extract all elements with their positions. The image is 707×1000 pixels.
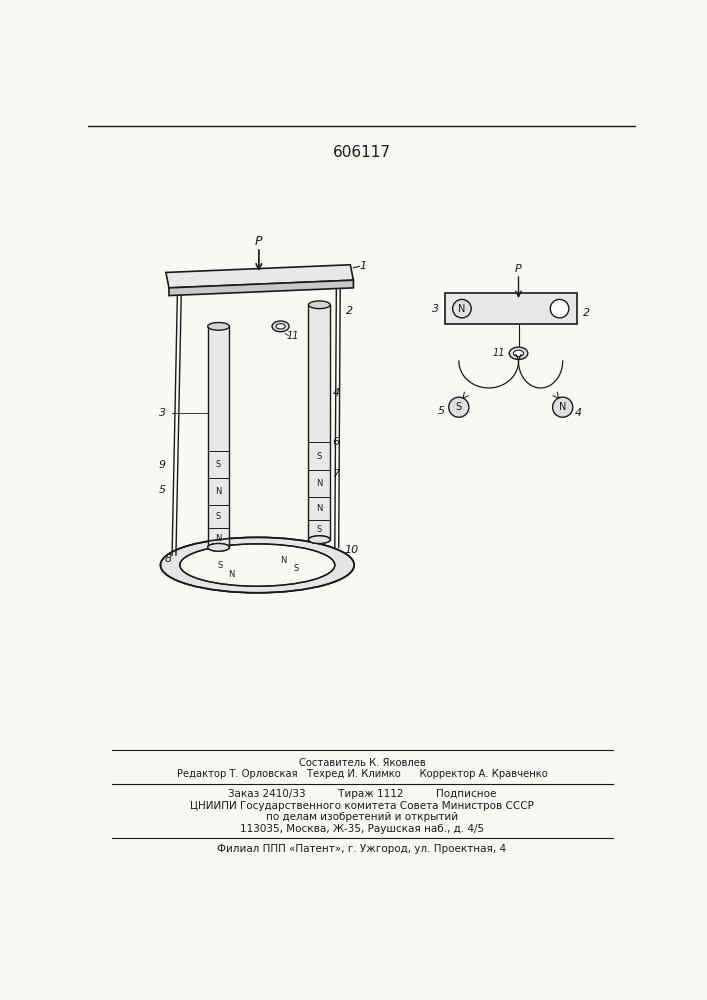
- Text: N: N: [228, 570, 235, 579]
- Text: Заказ 2410/33          Тираж 1112          Подписное: Заказ 2410/33 Тираж 1112 Подписное: [228, 789, 496, 799]
- Text: 4: 4: [575, 408, 582, 418]
- Ellipse shape: [509, 347, 528, 359]
- Text: по делам изобретений и открытий: по делам изобретений и открытий: [266, 812, 458, 822]
- Text: P: P: [515, 264, 522, 274]
- Text: ЦНИИПИ Государственного комитета Совета Министров СССР: ЦНИИПИ Государственного комитета Совета …: [190, 801, 534, 811]
- Polygon shape: [445, 293, 577, 324]
- Text: N: N: [458, 304, 466, 314]
- Text: S: S: [293, 564, 298, 573]
- Text: 6: 6: [332, 437, 339, 447]
- Ellipse shape: [308, 536, 330, 544]
- Text: 9: 9: [159, 460, 166, 470]
- Text: 8: 8: [165, 554, 172, 564]
- Text: 3: 3: [431, 304, 438, 314]
- Ellipse shape: [276, 324, 285, 329]
- Polygon shape: [166, 265, 354, 288]
- Text: 113035, Москва, Ж-35, Раушская наб., д. 4/5: 113035, Москва, Ж-35, Раушская наб., д. …: [240, 824, 484, 834]
- Text: S: S: [216, 512, 221, 521]
- Text: 7: 7: [332, 469, 339, 479]
- Text: 11: 11: [287, 331, 299, 341]
- Ellipse shape: [208, 323, 230, 330]
- Text: 2: 2: [346, 306, 353, 316]
- Ellipse shape: [208, 544, 230, 551]
- Text: Филиал ППП «Патент», г. Ужгород, ул. Проектная, 4: Филиал ППП «Патент», г. Ужгород, ул. Про…: [217, 844, 506, 854]
- Ellipse shape: [308, 301, 330, 309]
- Text: S: S: [218, 561, 223, 570]
- Ellipse shape: [550, 299, 569, 318]
- Text: 606117: 606117: [333, 145, 391, 160]
- Ellipse shape: [272, 321, 289, 332]
- Text: 10: 10: [344, 545, 358, 555]
- Text: 4: 4: [332, 388, 339, 398]
- Polygon shape: [308, 305, 330, 540]
- Ellipse shape: [553, 397, 573, 417]
- Ellipse shape: [160, 537, 354, 593]
- Text: 5: 5: [159, 485, 166, 495]
- Text: S: S: [317, 525, 322, 534]
- Text: N: N: [281, 556, 287, 565]
- Text: S: S: [216, 460, 221, 469]
- Text: S: S: [317, 452, 322, 461]
- Text: Составитель К. Яковлев: Составитель К. Яковлев: [298, 758, 426, 768]
- Ellipse shape: [208, 544, 230, 551]
- Ellipse shape: [180, 544, 335, 586]
- Ellipse shape: [449, 397, 469, 417]
- Text: 3: 3: [159, 408, 166, 418]
- Text: S: S: [456, 402, 462, 412]
- Polygon shape: [208, 326, 230, 547]
- Text: N: N: [559, 402, 566, 412]
- Ellipse shape: [513, 350, 524, 356]
- Text: 5: 5: [438, 406, 445, 416]
- Text: N: N: [316, 504, 322, 513]
- Ellipse shape: [308, 536, 330, 544]
- Text: 1: 1: [360, 261, 367, 271]
- Text: 2: 2: [583, 308, 590, 318]
- Text: N: N: [216, 534, 222, 543]
- Ellipse shape: [452, 299, 472, 318]
- Text: N: N: [216, 487, 222, 496]
- Polygon shape: [169, 280, 354, 296]
- Text: N: N: [316, 479, 322, 488]
- Text: Редактор Т. Орловская   Техред И. Климко      Корректор А. Кравченко: Редактор Т. Орловская Техред И. Климко К…: [177, 769, 547, 779]
- Text: P: P: [255, 235, 262, 248]
- Text: 11: 11: [492, 348, 505, 358]
